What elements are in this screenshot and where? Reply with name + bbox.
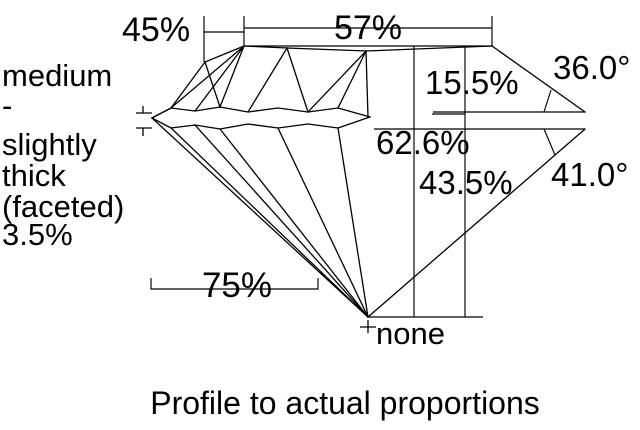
- svg-text:36.0°: 36.0°: [553, 49, 630, 86]
- svg-text:none: none: [376, 316, 445, 351]
- svg-text:3.5%: 3.5%: [2, 217, 73, 252]
- svg-text:75%: 75%: [202, 266, 272, 305]
- svg-text:15.5%: 15.5%: [425, 64, 519, 101]
- svg-text:41.0°: 41.0°: [551, 156, 628, 193]
- svg-text:43.5%: 43.5%: [419, 164, 513, 201]
- svg-text:-: -: [2, 88, 12, 123]
- svg-text:medium: medium: [2, 58, 112, 93]
- svg-text:thick: thick: [2, 158, 66, 193]
- svg-text:45%: 45%: [122, 11, 190, 49]
- svg-text:57%: 57%: [334, 9, 402, 47]
- svg-text:62.6%: 62.6%: [376, 124, 470, 161]
- svg-text:Profile to actual proportions: Profile to actual proportions: [150, 385, 540, 421]
- svg-text:slightly: slightly: [2, 127, 97, 162]
